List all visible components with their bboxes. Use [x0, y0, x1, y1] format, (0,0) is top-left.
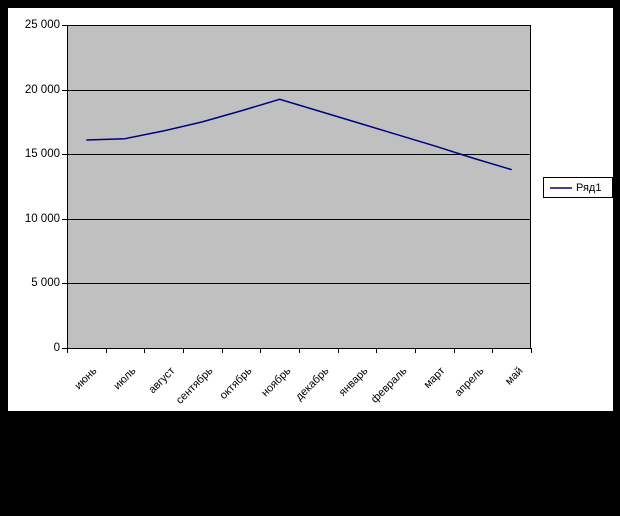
- line-chart-plot[interactable]: [8, 8, 613, 411]
- legend-series-label: Ряд1: [576, 181, 602, 194]
- y-tick-label: 5 000: [31, 277, 60, 290]
- y-tick-label: 15 000: [24, 148, 60, 161]
- screenshot-root: { "frame": { "border_color": "#000000", …: [8, 8, 613, 411]
- y-tick-label: 25 000: [24, 19, 60, 31]
- plot-area[interactable]: [67, 25, 531, 348]
- legend[interactable]: Ряд1: [543, 177, 613, 198]
- series-line-Ряд1[interactable]: [86, 98, 512, 171]
- legend-line-sample: [550, 186, 572, 189]
- y-tick-label: 0: [53, 342, 60, 354]
- y-tick-label: 10 000: [24, 212, 60, 225]
- y-tick-label: 20 000: [24, 83, 60, 96]
